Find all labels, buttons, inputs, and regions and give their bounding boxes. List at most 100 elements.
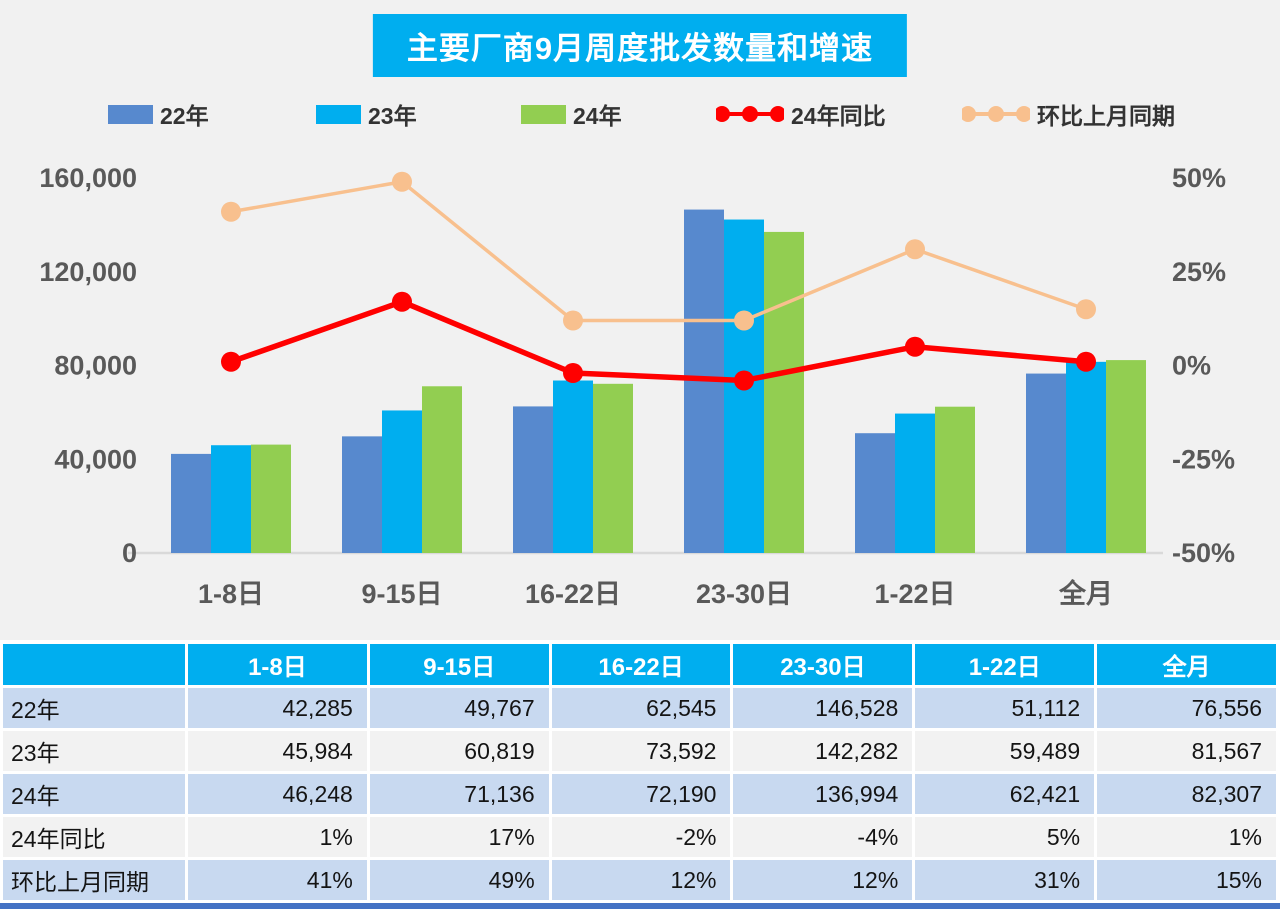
table-cell: 49%: [369, 860, 549, 900]
bar-series3-cat6: [1106, 360, 1146, 553]
table-row-label: 24年: [3, 774, 185, 814]
table-column-header: 9-15日: [369, 644, 549, 685]
table-cell: 45,984: [188, 731, 367, 771]
table-cell: 82,307: [1097, 774, 1276, 814]
legend-swatch-icon: [521, 104, 566, 124]
table-cell: 59,489: [915, 731, 1095, 771]
table-cell: 42,285: [188, 688, 367, 728]
table-cell: 76,556: [1097, 688, 1276, 728]
bar-series3-cat4: [764, 231, 804, 553]
table-cell: 46,248: [188, 774, 367, 814]
legend-item-4: 24年同比: [716, 97, 886, 131]
table-column-header: 1-22日: [915, 644, 1095, 685]
bar-series1-cat6: [1026, 373, 1066, 553]
line-marker-series2-cat6: [1076, 299, 1096, 320]
table-cell: 1%: [188, 817, 367, 857]
table-cell: 73,592: [551, 731, 731, 771]
line-marker-series1-cat1: [221, 351, 241, 372]
table-row: 23年 45,984 60,819 73,592 142,282 59,489 81,567: [3, 731, 1276, 771]
table-cell: 49,767: [369, 688, 549, 728]
line-marker-series2-cat3: [563, 310, 583, 331]
line-series2: [230, 179, 1087, 323]
x-axis-label: 全月: [1058, 578, 1113, 609]
left-axis-tick: 120,000: [39, 257, 137, 287]
left-axis-tick: 160,000: [39, 163, 137, 193]
right-axis-tick: 0%: [1172, 351, 1211, 381]
bar-series3-cat2: [422, 386, 462, 553]
legend-item-5: 环比上月同期: [962, 97, 1175, 131]
line-marker-series1-cat4: [734, 370, 754, 391]
line-marker-series2-cat1: [221, 201, 241, 222]
legend-label: 环比上月同期: [1037, 103, 1175, 129]
table-cell: 31%: [915, 860, 1095, 900]
right-axis-tick: -50%: [1172, 538, 1235, 568]
bar-series2-cat1: [211, 445, 251, 553]
legend-label: 23年: [368, 103, 417, 129]
left-axis-tick: 40,000: [54, 444, 137, 474]
table-header-row: 1-8日 9-15日 16-22日 23-30日 1-22日 全月: [3, 644, 1276, 685]
bar-series1-cat2: [342, 436, 382, 553]
chart-title: 主要厂商9月周度批发数量和增速: [372, 14, 908, 77]
data-table: 1-8日 9-15日 16-22日 23-30日 1-22日 全月 22年 42,285 49,…: [0, 641, 1279, 903]
legend-label: 24年: [573, 103, 622, 129]
line-series1: [230, 298, 1087, 384]
line-marker-series1-cat5: [905, 336, 925, 357]
table-cell: 71,136: [369, 774, 549, 814]
table-row-label: 24年同比: [3, 817, 185, 857]
x-axis-label: 16-22日: [525, 579, 621, 609]
x-axis-label: 23-30日: [696, 579, 792, 609]
bar-series1-cat1: [171, 453, 211, 553]
table-cell: 41%: [188, 860, 367, 900]
bar-series3-cat3: [593, 383, 633, 553]
table-cell: 60,819: [369, 731, 549, 771]
legend-item-1: 22年: [108, 97, 209, 131]
left-axis-tick: 0: [122, 538, 137, 568]
legend-line-marker-icon: [962, 106, 1030, 122]
legend-item-3: 24年: [521, 97, 622, 131]
table-cell: 62,421: [915, 774, 1095, 814]
line-marker-series1-cat3: [563, 363, 583, 383]
bar-series2-cat5: [895, 413, 935, 553]
table-cell: 5%: [915, 817, 1095, 857]
table-cell: 81,567: [1097, 731, 1276, 771]
left-axis-tick: 80,000: [54, 351, 137, 381]
line-marker-series1-cat2: [392, 291, 412, 312]
table-row: 环比上月同期 41% 49% 12% 12% 31% 15%: [3, 860, 1276, 900]
table-column-header: 1-8日: [188, 644, 367, 685]
table-column-header: 23-30日: [733, 644, 913, 685]
table-cell: 1%: [1097, 817, 1276, 857]
bar-series3-cat5: [935, 406, 975, 553]
bar-series1-cat5: [855, 433, 895, 553]
bar-series2-cat2: [382, 410, 422, 553]
bar-series3-cat1: [251, 444, 291, 553]
table-bottom-border: [0, 903, 1280, 909]
table-row: 24年 46,248 71,136 72,190 136,994 62,421 82,307: [3, 774, 1276, 814]
table-column-header: 全月: [1097, 644, 1276, 685]
legend-line-marker-icon: [716, 106, 784, 122]
table-row: 22年 42,285 49,767 62,545 146,528 51,112 76,556: [3, 688, 1276, 728]
table-cell: 17%: [369, 817, 549, 857]
table-row-label: 环比上月同期: [3, 860, 185, 900]
chart-section: 主要厂商9月周度批发数量和增速 22年 23年 24年 24年同比 环比上月同期 160…: [0, 0, 1280, 640]
table-corner-cell: [3, 644, 185, 685]
table-row-label: 23年: [3, 731, 185, 771]
line-marker-series1-cat6: [1076, 351, 1096, 372]
table-cell: -4%: [733, 817, 913, 857]
table-cell: 136,994: [733, 774, 913, 814]
table-cell: 15%: [1097, 860, 1276, 900]
table-row-label: 22年: [3, 688, 185, 728]
table-cell: 142,282: [733, 731, 913, 771]
chart-plot-area: 160,000 120,000 80,000 40,000 0 50% 25% 0% -25% -…: [39, 163, 1235, 609]
right-axis-tick: 50%: [1172, 163, 1226, 193]
table-cell: 72,190: [551, 774, 731, 814]
table-cell: 12%: [733, 860, 913, 900]
table-cell: -2%: [551, 817, 731, 857]
right-axis-tick: -25%: [1172, 444, 1235, 474]
legend-swatch-icon: [316, 104, 361, 124]
line-marker-series2-cat2: [392, 171, 412, 192]
bar-series2-cat3: [553, 380, 593, 553]
legend-item-2: 23年: [316, 97, 417, 131]
table-cell: 12%: [551, 860, 731, 900]
line-marker-series2-cat5: [905, 239, 925, 260]
